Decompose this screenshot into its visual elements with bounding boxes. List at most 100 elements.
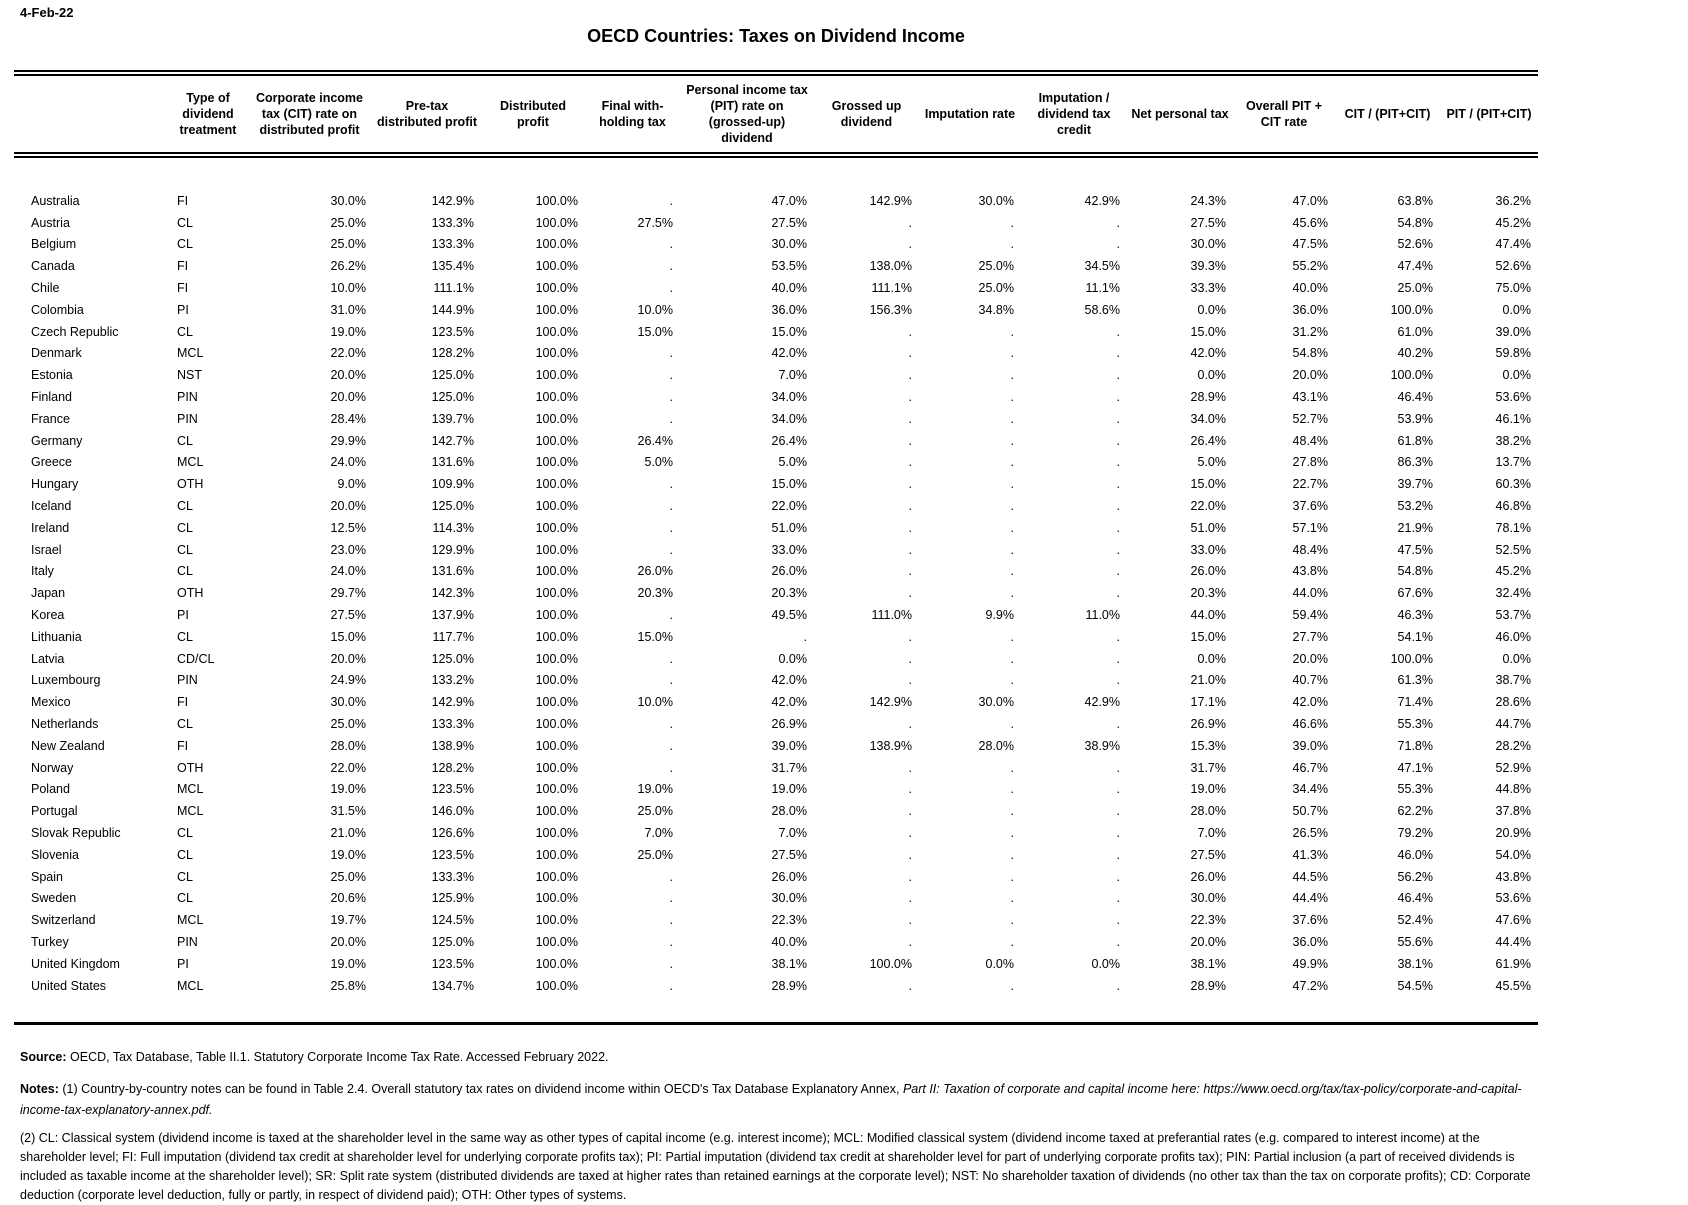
table-body: Australia FI 30.0% 142.9% 100.0%. 47.0% 142.9%…: [14, 190, 1538, 996]
value-cell: MCL: [177, 455, 204, 470]
value-cell: .: [669, 542, 673, 557]
value-cell: 42.9%: [1084, 193, 1120, 208]
source-label: Source:: [20, 1050, 67, 1064]
value-cell: 15.0%: [330, 629, 366, 644]
value-cell: 27.7%: [1292, 629, 1328, 644]
value-cell: .: [1010, 499, 1014, 514]
value-cell: .: [1010, 390, 1014, 405]
value-cell: 25.0%: [978, 259, 1014, 274]
country-cell: Portugal: [31, 804, 78, 819]
value-cell: 46.0%: [1397, 847, 1433, 862]
value-cell: 24.3%: [1190, 193, 1226, 208]
value-cell: .: [1010, 215, 1014, 230]
column-header: Corporate income tax (CIT) rate on distr…: [256, 91, 363, 137]
value-cell: MCL: [177, 804, 204, 819]
value-cell: 19.0%: [771, 782, 807, 797]
value-cell: 44.0%: [1292, 586, 1328, 601]
value-cell: .: [1116, 368, 1120, 383]
country-cell: Ireland: [31, 520, 70, 535]
column-header: Overall PIT + CIT rate: [1245, 99, 1323, 129]
value-cell: CL: [177, 499, 193, 514]
table-row: Norway OTH 22.0% 128.2% 100.0%. 31.7%... 31.7%…: [14, 757, 1538, 779]
value-cell: .: [1010, 411, 1014, 426]
table-row: Iceland CL 20.0% 125.0% 100.0%. 22.0%... 22.0%…: [14, 495, 1538, 517]
value-cell: 50.7%: [1292, 804, 1328, 819]
value-cell: 19.0%: [1190, 782, 1226, 797]
value-cell: OTH: [177, 477, 204, 492]
value-cell: 9.9%: [985, 608, 1015, 623]
table-row: Portugal MCL 31.5% 146.0% 100.0% 25.0% 28.0%..…: [14, 800, 1538, 822]
table-row: Poland MCL 19.0% 123.5% 100.0% 19.0% 19.0%... 1…: [14, 779, 1538, 801]
value-cell: 26.4%: [637, 433, 673, 448]
country-cell: Belgium: [31, 237, 77, 252]
table-row: Italy CL 24.0% 131.6% 100.0% 26.0% 26.0%... 26.…: [14, 561, 1538, 583]
value-cell: CL: [177, 629, 193, 644]
value-cell: 21.9%: [1397, 520, 1433, 535]
country-cell: Norway: [31, 760, 74, 775]
value-cell: .: [669, 956, 673, 971]
value-cell: PIN: [177, 411, 198, 426]
value-cell: .: [669, 913, 673, 928]
country-cell: Finland: [31, 390, 72, 405]
column-header: Personal income tax (PIT) rate on (gross…: [686, 83, 808, 145]
value-cell: 100.0%: [535, 760, 578, 775]
value-cell: 126.6%: [431, 826, 474, 840]
country-cell: Luxembourg: [31, 673, 101, 688]
value-cell: 22.0%: [1190, 499, 1226, 514]
table-row: Chile FI 10.0% 111.1% 100.0%. 40.0% 111.1% 25.0…: [14, 277, 1538, 299]
value-cell: .: [1116, 411, 1120, 426]
note-2: (2) CL: Classical system (dividend incom…: [20, 1131, 1531, 1202]
value-cell: CL: [177, 826, 193, 840]
value-cell: 60.3%: [1495, 477, 1531, 492]
value-cell: CL: [177, 215, 193, 230]
table-row: Hungary OTH 9.0% 109.9% 100.0%. 15.0%... 15.0%…: [14, 473, 1538, 495]
value-cell: 100.0%: [535, 564, 578, 579]
value-cell: 57.1%: [1292, 520, 1328, 535]
value-cell: CD/CL: [177, 651, 215, 666]
value-cell: 37.8%: [1495, 804, 1531, 819]
value-cell: .: [1010, 891, 1014, 906]
value-cell: 146.0%: [431, 804, 474, 819]
value-cell: .: [1010, 455, 1014, 470]
value-cell: .: [908, 586, 912, 601]
column-header: [14, 76, 170, 152]
value-cell: 48.4%: [1292, 433, 1328, 448]
value-cell: 30.0%: [330, 695, 366, 710]
value-cell: 100.0%: [535, 302, 578, 317]
value-cell: 26.0%: [771, 564, 807, 579]
value-cell: 48.4%: [1292, 542, 1328, 557]
value-cell: 28.2%: [1495, 738, 1531, 753]
value-cell: .: [1010, 673, 1014, 688]
country-cell: Latvia: [31, 651, 65, 666]
value-cell: 27.5%: [771, 215, 807, 230]
value-cell: 40.0%: [771, 281, 807, 296]
value-cell: .: [1010, 433, 1014, 448]
value-cell: 37.6%: [1292, 913, 1328, 928]
value-cell: 20.0%: [330, 934, 366, 949]
value-cell: 30.0%: [771, 237, 807, 252]
country-cell: Lithuania: [31, 629, 82, 644]
value-cell: .: [669, 259, 673, 274]
table-row: Slovak Republic CL 21.0% 126.6% 100.0% 7.0% 7.…: [14, 822, 1538, 844]
value-cell: 27.5%: [1190, 215, 1226, 230]
value-cell: 43.8%: [1292, 564, 1328, 579]
table-row: Belgium CL 25.0% 133.3% 100.0%. 30.0%... 30.0%…: [14, 234, 1538, 256]
value-cell: FI: [177, 193, 189, 208]
value-cell: 55.2%: [1292, 259, 1328, 274]
value-cell: 39.0%: [771, 738, 807, 753]
value-cell: 5.0%: [1197, 455, 1227, 470]
value-cell: .: [1116, 455, 1120, 470]
value-cell: .: [1116, 346, 1120, 361]
value-cell: .: [669, 760, 673, 775]
value-cell: 19.0%: [330, 324, 366, 339]
value-cell: PI: [177, 956, 189, 971]
country-cell: Iceland: [31, 499, 72, 514]
value-cell: 133.3%: [431, 237, 474, 252]
value-cell: 142.3%: [431, 586, 474, 601]
value-cell: MCL: [177, 913, 204, 928]
value-cell: 7.0%: [778, 826, 808, 840]
country-cell: Japan: [31, 586, 66, 601]
value-cell: .: [669, 477, 673, 492]
value-cell: 10.0%: [330, 281, 366, 296]
value-cell: MCL: [177, 346, 204, 361]
